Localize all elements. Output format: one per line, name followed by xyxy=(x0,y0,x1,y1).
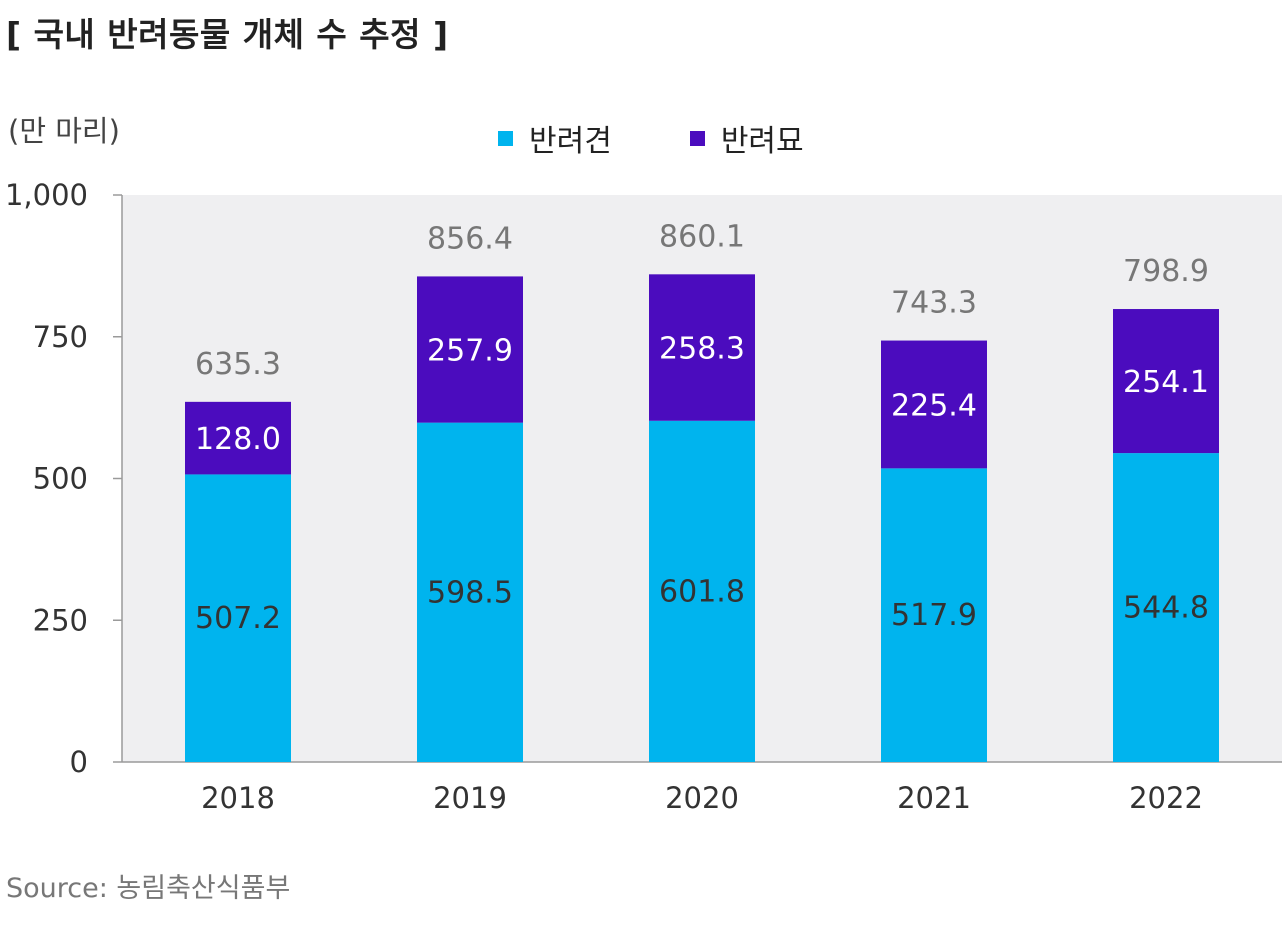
bar-dog xyxy=(881,468,987,762)
legend: 반려견 반려묘 xyxy=(498,116,882,160)
data-label-total: 635.3 xyxy=(195,347,281,382)
x-tick-label: 2021 xyxy=(897,781,971,815)
data-label-dog: 517.9 xyxy=(891,598,977,633)
bar-cat xyxy=(649,274,755,421)
legend-label-cat: 반려묘 xyxy=(720,124,804,159)
data-label-cat: 258.3 xyxy=(659,332,745,367)
bar-cat xyxy=(1113,309,1219,454)
chart-title: [ 국내 반려동물 개체 수 추정 ] xyxy=(6,15,449,54)
data-label-dog: 507.2 xyxy=(195,601,281,636)
legend-swatch-cat xyxy=(689,130,705,146)
y-tick-label: 250 xyxy=(33,603,88,637)
bar-dog xyxy=(417,422,523,762)
legend-item-dog: 반려견 xyxy=(498,116,612,160)
y-tick-label: 0 xyxy=(70,745,88,779)
bar-cat xyxy=(417,276,523,423)
data-label-total: 798.9 xyxy=(1123,254,1209,289)
data-label-dog: 598.5 xyxy=(427,575,513,610)
bar-dog xyxy=(1113,453,1219,762)
bar-dog xyxy=(649,420,755,762)
data-label-cat: 254.1 xyxy=(1123,365,1209,400)
x-tick-label: 2022 xyxy=(1129,781,1203,815)
unit-label: (만 마리) xyxy=(8,114,120,148)
bar-cat xyxy=(185,401,291,475)
data-label-cat: 257.9 xyxy=(427,334,513,369)
x-tick-label: 2019 xyxy=(433,781,507,815)
y-tick-label: 500 xyxy=(33,462,88,496)
data-label-total: 856.4 xyxy=(427,221,513,256)
y-tick-label: 1,000 xyxy=(5,178,88,212)
bar-dog xyxy=(185,474,291,762)
data-label-total: 860.1 xyxy=(659,219,745,254)
legend-swatch-dog xyxy=(498,130,513,146)
legend-item-cat: 반려묘 xyxy=(689,116,804,160)
data-label-dog: 544.8 xyxy=(1123,591,1209,626)
data-label-dog: 601.8 xyxy=(659,574,745,609)
x-tick-label: 2020 xyxy=(665,781,739,815)
x-tick-label: 2018 xyxy=(201,781,275,815)
y-tick-label: 750 xyxy=(33,320,88,354)
source-note: Source: 농림축산식품부 xyxy=(6,873,291,904)
legend-label-dog: 반려견 xyxy=(529,124,612,159)
data-label-total: 743.3 xyxy=(891,286,977,321)
data-label-cat: 128.0 xyxy=(195,422,281,457)
data-label-cat: 225.4 xyxy=(891,388,977,423)
bar-cat xyxy=(881,340,987,469)
